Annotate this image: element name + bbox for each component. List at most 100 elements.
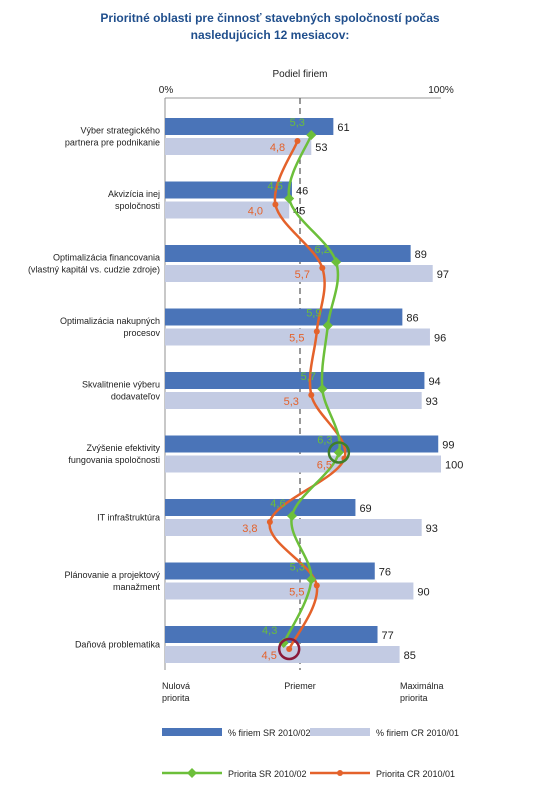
priority-value-label: 5,9 (306, 308, 321, 320)
highlight-circle (277, 637, 301, 661)
x-axis-max-label: 100% (428, 85, 454, 96)
category-label: IT infraštruktúra (97, 513, 160, 523)
priority-marker-cr (266, 519, 273, 525)
bar-value-label: 89 (415, 249, 427, 261)
bar-value-label: 76 (379, 567, 391, 579)
priority-marker-cr (313, 328, 320, 335)
priority-scale-label: Nulová (162, 681, 190, 691)
bar-value-label: 93 (426, 523, 438, 535)
bar-cr (165, 265, 433, 282)
priority-value-label: 5,7 (295, 269, 310, 281)
legend-marker (337, 770, 343, 776)
priority-marker-cr (319, 265, 326, 271)
bar-cr (165, 201, 290, 219)
priority-marker-sr (306, 130, 317, 140)
bar-sr (165, 499, 356, 516)
bar-value-label: 97 (437, 269, 449, 281)
category-label: dodavateľov (111, 392, 161, 402)
bar-value-label: 46 (296, 186, 308, 198)
x-axis-min-label: 0% (159, 85, 174, 96)
bar-value-label: 61 (337, 122, 349, 134)
priority-line-cr (268, 140, 347, 650)
category-label: Daňová problematika (75, 640, 160, 650)
priority-marker-cr (313, 582, 320, 589)
priority-marker-cr (286, 646, 293, 652)
bar-value-label: 53 (315, 142, 327, 154)
priority-value-label: 5,3 (290, 562, 305, 574)
bar-sr (165, 118, 334, 135)
category-label: Skvalitnenie výberu (82, 380, 160, 390)
bar-sr (165, 372, 425, 389)
priority-lines: 5,3 4,5 6,2 5,9 5,7 6,3 4,6 5,3 4,3 4,8 4,0 5,7 5,5 5… (242, 117, 351, 662)
chart-title: Prioritné oblasti pre činnosť stavebných… (100, 11, 439, 42)
priority-marker-sr (317, 384, 328, 394)
priority-marker-sr (331, 257, 342, 267)
category-label: procesov (123, 328, 160, 338)
bar-sr (165, 435, 439, 453)
priority-scale-label: Maximálna (400, 681, 444, 691)
chart-title-line: nasledujúcich 12 mesiacov: (191, 28, 350, 42)
priority-value-label: 6,3 (317, 435, 332, 447)
priority-value-label: 5,3 (284, 396, 299, 408)
category-label: Akvizícia inej (108, 189, 160, 199)
bar-value-label: 85 (404, 650, 416, 662)
bar-value-label: 99 (442, 440, 454, 452)
category-label: Optimalizácia nakupných (60, 316, 160, 326)
priority-value-label: 5,3 (290, 117, 305, 129)
category-label: Plánovanie a projektový (64, 570, 160, 580)
priority-value-label: 3,8 (242, 523, 257, 535)
bar-value-label: 77 (382, 630, 394, 642)
chart-title-line: Prioritné oblasti pre činnosť stavebných… (100, 11, 439, 25)
bar-cr (165, 392, 422, 409)
priority-scale-label: Priemer (284, 681, 316, 691)
priority-marker-cr (272, 201, 279, 208)
highlight-circle (327, 441, 351, 464)
category-label: partnera pre podnikanie (65, 138, 160, 148)
bar-cr (165, 455, 441, 473)
bar-value-label: 86 (406, 313, 418, 325)
legend-label: Priorita CR 2010/01 (376, 769, 455, 779)
x-axis-label: Podiel firiem (272, 69, 327, 80)
category-label: Optimalizácia financovania (53, 253, 160, 263)
priority-value-label: 6,2 (314, 244, 329, 256)
bar-value-label: 69 (359, 503, 371, 515)
bar-value-label: 93 (426, 396, 438, 408)
priority-value-label: 4,8 (270, 142, 285, 154)
priority-value-label: 4,6 (270, 498, 285, 510)
legend-swatch (162, 728, 222, 736)
priority-value-label: 4,5 (262, 650, 277, 662)
legend-label: Priorita SR 2010/02 (228, 769, 307, 779)
bar-sr (165, 626, 378, 643)
bar-value-label: 96 (434, 333, 446, 345)
bar-sr (165, 181, 292, 199)
priority-value-label: 4,5 (268, 181, 283, 193)
bar-sr (165, 562, 375, 580)
priority-marker-cr (294, 138, 301, 144)
bars-group (165, 118, 441, 663)
priority-marker-cr (308, 392, 315, 398)
category-label: fungovania spoločnosti (68, 455, 160, 465)
legend: % firiem SR 2010/02 % firiem CR 2010/01 Pr… (162, 728, 459, 779)
category-label: spoločnosti (115, 201, 160, 211)
priority-value-label: 4,3 (262, 625, 277, 637)
priority-scale-label: priorita (400, 693, 428, 703)
bar-value-label: 94 (428, 376, 440, 388)
priority-value-label: 5,5 (289, 333, 304, 345)
bar-sr (165, 245, 411, 262)
priority-marker-sr (306, 574, 317, 585)
category-label: Zvýšenie efektivity (86, 443, 160, 453)
priority-scale-label: priorita (162, 693, 190, 703)
priority-value-label: 4,0 (248, 206, 263, 218)
bar-value-label: 100 (445, 460, 463, 472)
legend-marker (187, 768, 197, 778)
category-label: manažment (113, 582, 161, 592)
priority-value-label: 6,5 (317, 460, 332, 472)
category-label: (vlastný kapitál vs. cudzie zdroje) (28, 265, 160, 275)
priority-marker-sr (284, 193, 295, 204)
category-labels: Výber strategického partnera pre podnikan… (28, 126, 161, 650)
priority-marker-sr (286, 511, 297, 521)
legend-swatch (310, 728, 370, 736)
priority-value-label: 5,7 (301, 371, 316, 383)
